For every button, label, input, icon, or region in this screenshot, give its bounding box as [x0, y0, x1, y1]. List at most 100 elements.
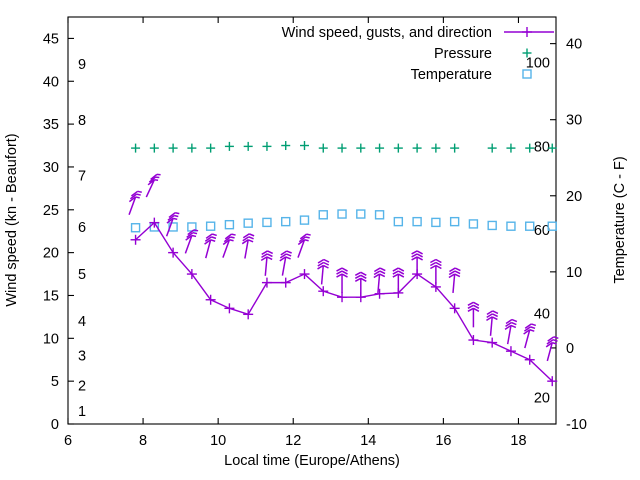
pressure-point [206, 143, 216, 153]
wind-speed-point [505, 346, 516, 357]
wind-barb [373, 267, 386, 294]
x-axis-ticks: 6 8 10 12 14 16 18 [64, 17, 527, 449]
wind-barb [165, 211, 180, 237]
wind-speed-point [487, 337, 498, 348]
wind-barb [145, 173, 161, 198]
legend-label: Wind speed, gusts, and direction [282, 25, 492, 41]
wind-speed-point [412, 269, 423, 280]
pressure-point [299, 141, 309, 151]
pressure-point [131, 143, 141, 153]
fahrenheit-label: 100 [526, 56, 550, 72]
beaufort-label: 5 [78, 267, 86, 283]
beaufort-label: 9 [78, 57, 86, 73]
pressure-point [506, 143, 516, 153]
wind-speed-point [524, 354, 535, 365]
pressure-series [131, 141, 557, 153]
temperature-point [130, 223, 141, 233]
wind-speed-point [168, 247, 179, 258]
wind-speed-point [547, 376, 558, 387]
wind-speed-series [130, 217, 558, 387]
y2-axis-ticks: -10 0 10 20 30 40 [550, 37, 587, 433]
pressure-point [168, 143, 178, 153]
wind-barb [545, 336, 559, 362]
temperature-point [356, 209, 366, 219]
legend-plus-sample [522, 27, 532, 37]
temperature-point [205, 221, 216, 231]
pressure-point [547, 143, 557, 153]
x-tick-label: 8 [139, 433, 147, 449]
temperature-point [318, 210, 328, 220]
wind-barb [430, 258, 442, 285]
fahrenheit-label: 60 [534, 223, 550, 239]
temperature-series [130, 209, 557, 233]
wind-barb [392, 267, 405, 294]
y2-tick-label: 30 [566, 113, 582, 129]
temperature-point [431, 217, 441, 228]
pressure-point [412, 143, 422, 153]
beaufort-label: 8 [78, 113, 86, 129]
wind-barb [204, 233, 217, 259]
pressure-point [262, 141, 272, 151]
wind-speed-point [280, 277, 291, 288]
temperature-point [468, 219, 479, 229]
temperature-point [299, 215, 310, 225]
beaufort-label: 7 [78, 169, 86, 185]
y-tick-label: 0 [51, 417, 59, 433]
temperature-point [525, 221, 535, 231]
legend: Wind speed, gusts, and direction Pressure… [282, 25, 554, 83]
pressure-point [375, 143, 385, 153]
wind-barb [523, 323, 537, 349]
fahrenheit-scale-labels: 20 40 60 80 100 [526, 56, 550, 407]
temperature-point [547, 221, 557, 231]
y-tick-label: 30 [43, 160, 59, 176]
plot-frame [67, 16, 557, 425]
y2-tick-label: -10 [566, 417, 587, 433]
y-tick-label: 45 [43, 31, 59, 47]
y2-tick-label: 40 [566, 37, 582, 53]
pressure-point [525, 143, 535, 153]
pressure-point [337, 143, 347, 153]
y2-tick-label: 10 [566, 265, 582, 281]
pressure-point [450, 143, 460, 153]
wind-barb [184, 229, 199, 254]
legend-label: Pressure [434, 46, 492, 62]
pressure-point [356, 143, 366, 153]
pressure-point [318, 143, 328, 153]
pressure-point [393, 143, 403, 153]
wind-speed-point [186, 269, 197, 280]
fahrenheit-label: 80 [534, 139, 550, 155]
wind-speed-point [393, 287, 404, 298]
wind-barb [467, 301, 480, 328]
pressure-point [431, 143, 441, 153]
wind-barb [128, 190, 142, 216]
wind-speed-point [337, 292, 348, 303]
temperature-point [506, 221, 516, 231]
x-axis-title: Local time (Europe/Athens) [224, 453, 400, 469]
temperature-point [281, 216, 291, 227]
wind-barb [336, 267, 348, 294]
wind-speed-point [449, 303, 460, 314]
temperature-point [487, 220, 497, 231]
y-tick-label: 15 [43, 288, 59, 304]
y-tick-label: 5 [51, 374, 59, 390]
wind-speed-point [468, 335, 479, 346]
temperature-point [412, 216, 422, 227]
wind-speed-point [261, 277, 272, 288]
beaufort-label: 2 [78, 378, 86, 394]
wind-speed-point [205, 294, 216, 305]
temperature-point [168, 222, 178, 232]
wind-barb [297, 233, 311, 258]
temperature-point [243, 218, 253, 228]
x-tick-label: 12 [285, 433, 301, 449]
pressure-point [149, 143, 159, 153]
wind-gust-barbs [128, 173, 559, 362]
temperature-point [224, 219, 235, 230]
x-tick-label: 14 [360, 433, 376, 449]
beaufort-label: 3 [78, 348, 86, 364]
x-tick-label: 10 [210, 433, 226, 449]
wind-speed-point [299, 269, 310, 280]
temperature-point [449, 216, 460, 227]
beaufort-scale-labels: 1 2 3 4 5 6 7 8 9 [78, 57, 86, 420]
